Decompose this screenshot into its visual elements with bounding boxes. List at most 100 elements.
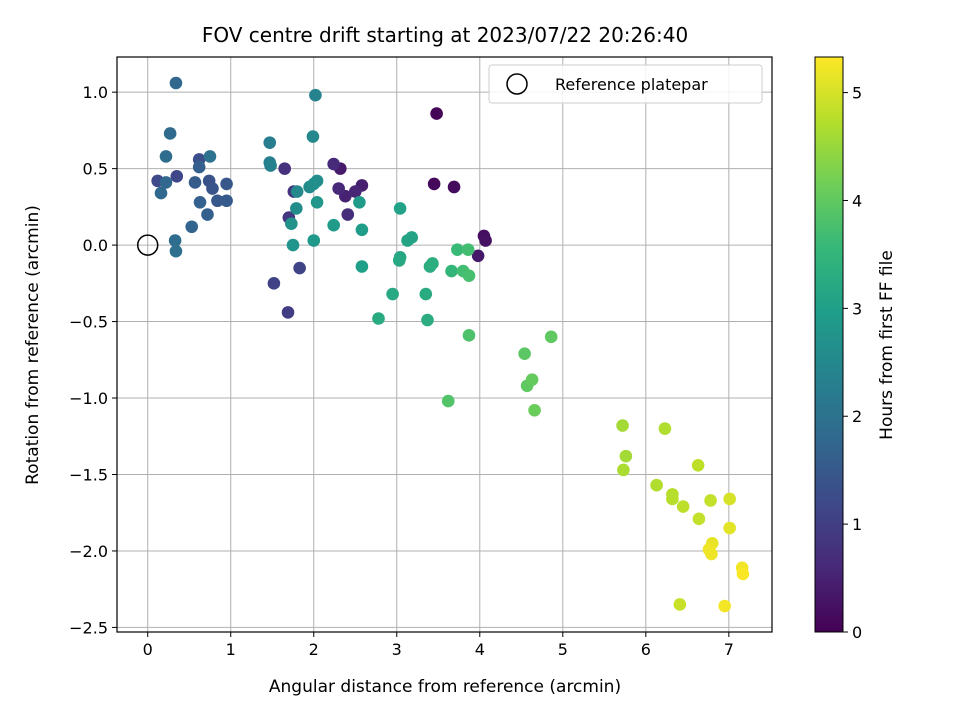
data-point [220,194,233,208]
data-point [355,223,369,237]
x-tick-label: 2 [309,640,319,659]
data-point [310,195,324,209]
data-point [327,218,340,232]
data-point [666,492,679,506]
y-tick-label: 0.5 [83,160,108,179]
y-tick-label: −0.5 [69,313,108,332]
data-point [169,244,183,258]
data-point [267,277,281,290]
y-tick-label: 0.0 [83,236,108,255]
data-point [462,329,476,342]
x-tick-label: 4 [475,640,485,659]
data-point [421,313,434,327]
data-point [723,492,736,506]
data-point [193,195,207,209]
colorbar-ticks: 0 1 2 3 4 5 [843,84,862,642]
reference-marker-group [136,234,159,256]
data-point [332,182,345,195]
data-point [306,130,320,143]
data-point [203,150,217,163]
y-tick-label: −2.0 [69,542,108,561]
data-point [307,234,321,247]
data-point [462,269,476,282]
data-point [263,136,277,149]
data-point [736,567,750,581]
data-point [405,231,419,244]
y-tick-label: 1.0 [83,83,108,102]
data-point [290,202,303,215]
legend: Reference platepar [488,64,763,104]
y-axis-label: Rotation from reference (arcmin) [23,205,43,485]
data-point [419,287,433,301]
colorbar-tick-label: 5 [852,84,862,103]
data-point [691,459,705,472]
data-point [353,195,366,209]
data-point [309,88,322,102]
data-point [445,264,458,278]
data-point [307,177,321,191]
reference-platepar-marker [136,234,159,256]
data-point [278,162,291,175]
data-point [201,208,214,221]
data-point [430,107,443,120]
data-point [723,521,736,535]
data-point [718,599,731,613]
y-tick-label: −1.0 [69,389,108,408]
data-point [451,243,464,256]
grid-lines [117,57,772,632]
data-point [704,494,717,507]
data-point [264,159,277,172]
data-point [386,287,399,301]
data-point [658,422,672,435]
x-tick-label: 0 [143,640,153,659]
data-point [525,373,539,386]
data-point [211,194,224,208]
data-point [290,185,304,198]
data-point [327,157,340,171]
colorbar [815,57,843,632]
data-point [341,208,355,221]
colorbar-label: Hours from first FF file [877,250,897,440]
colorbar-tick-label: 3 [852,299,862,318]
data-point [168,234,182,247]
data-point [159,176,173,189]
x-tick-label: 7 [724,640,734,659]
x-tick-label: 6 [641,640,651,659]
x-axis-ticks: 0 1 2 3 4 5 6 7 [143,632,734,659]
data-point [427,177,441,191]
data-point [441,394,455,408]
data-point [461,243,475,256]
data-point [544,330,558,344]
data-point [188,176,202,189]
colorbar-frame [814,56,844,633]
data-point [169,76,183,90]
colorbar-tick-label: 0 [852,623,862,642]
data-point [348,185,362,198]
data-point [617,463,630,477]
data-point [393,202,407,215]
y-tick-label: −1.5 [69,465,108,484]
data-point [159,150,173,163]
data-point [392,254,406,267]
data-point [192,160,206,174]
data-point [673,598,687,611]
data-point [528,403,541,417]
data-point [447,180,461,194]
data-point [285,217,298,230]
data-point [616,419,629,432]
x-axis-label: Angular distance from reference (arcmin) [269,677,621,697]
y-tick-label: −2.5 [69,618,108,637]
x-tick-label: 3 [392,640,402,659]
colorbar-tick-label: 2 [852,407,862,426]
data-point [426,257,439,270]
colorbar-tick-label: 4 [852,191,862,210]
x-tick-label: 1 [226,640,236,659]
data-point [650,478,663,492]
data-point [692,512,706,526]
data-point [676,500,690,513]
data-point [185,220,199,234]
y-axis-ticks: 1.0 0.5 0.0 −0.5 −1.0 −1.5 −2.0 −2.5 [69,83,117,637]
legend-box [488,64,763,104]
x-tick-label: 5 [558,640,568,659]
